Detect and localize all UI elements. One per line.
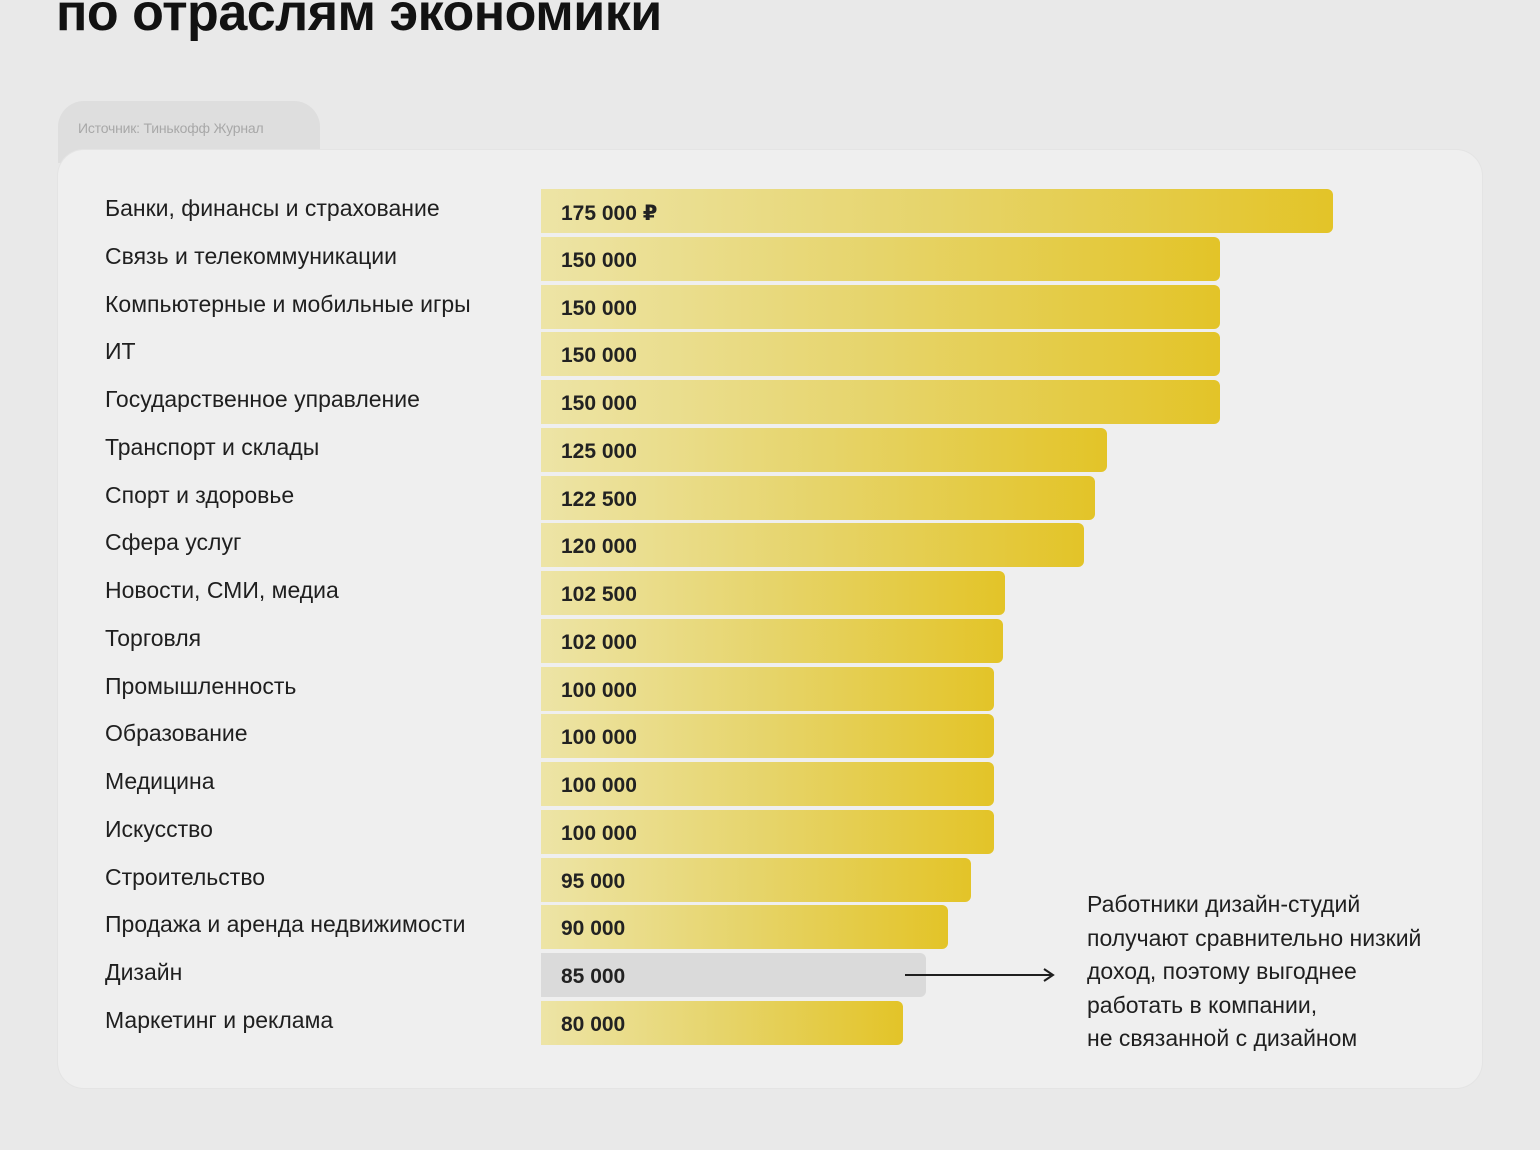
bar-value-label: 95 000 [561,869,626,893]
arrow-icon [905,968,1055,982]
bar-value-label: 175 000 ₽ [561,202,658,225]
category-label: Продажа и аренда недвижимости [105,911,466,938]
bar-row: Связь и телекоммуникации 150 000 [0,236,1540,283]
bar-row: Дизайн 85 000 [0,953,1540,999]
bar [541,332,1220,377]
bar [541,857,971,902]
bar [541,380,1220,424]
category-label: Связь и телекоммуникации [105,242,397,269]
bar-value-label: 150 000 [561,344,637,368]
bar-value-label: 102 500 [561,583,637,606]
bar [541,1000,903,1045]
category-label: ИТ [105,338,136,365]
category-label: Строительство [105,863,266,890]
category-label: Банки, финансы и страхование [105,195,440,221]
bar-value-label: 102 000 [561,630,637,654]
category-label: Новости, СМИ, медиа [105,577,339,603]
bar-value-label: 122 500 [561,487,637,511]
bar-value-label: 120 000 [561,535,637,559]
bar [541,905,948,950]
bar [541,475,1095,520]
bar-row: Торговля 102 000 [0,618,1540,665]
category-label: Транспорт и склады [105,433,320,460]
bar [541,762,994,806]
bar-value-label: 100 000 [561,774,637,797]
bar [541,236,1220,281]
bar-value-label: 125 000 [561,439,637,463]
bar [541,189,1333,233]
bar-row: Новости, СМИ, медиа 102 500 [0,571,1540,617]
bar-value-label: 150 000 [561,248,637,272]
category-label: Маркетинг и реклама [105,1006,334,1033]
category-label: Государственное управление [105,386,420,412]
bar [541,809,994,854]
bar [541,666,994,711]
bar [541,618,1003,663]
bar-row: Промышленность 100 000 [0,666,1540,713]
bar-value-label: 150 000 [561,392,637,415]
bar-row: Маркетинг и реклама 80 000 [0,1000,1540,1047]
category-label: Спорт и здоровье [105,481,295,508]
category-label: Медицина [105,768,215,794]
bar [541,714,994,759]
bar-value-label: 100 000 [561,821,637,845]
category-label: Сфера услуг [105,529,242,556]
category-label: Искусство [105,815,213,842]
bar-row: Образование 100 000 [0,714,1540,760]
bar-value-label: 100 000 [561,726,637,750]
bar-value-label: 80 000 [561,1012,626,1036]
bar-value-label: 100 000 [561,678,637,702]
bar-row: Продажа и аренда недвижимости 90 000 [0,905,1540,951]
bar [541,284,1220,329]
bar-row: Искусство 100 000 [0,809,1540,856]
bar-row: Спорт и здоровье 122 500 [0,475,1540,522]
bar-value-label: 150 000 [561,296,637,320]
design-annotation: Работники дизайн-студий получают сравнит… [1087,891,1422,1051]
category-label: Дизайн [105,959,183,985]
page-title: по отраслям экономики [56,0,662,42]
category-label: Торговля [105,624,202,651]
source-label: Источник: Тинькофф Журнал [78,120,264,136]
category-label: Образование [105,720,248,747]
category-label: Промышленность [105,672,297,699]
bar-row: Государственное управление 150 000 [0,380,1540,426]
bar-row: Банки, финансы и страхование 175 000 ₽ [0,189,1540,235]
bar-row: Медицина 100 000 [0,762,1540,808]
bar-row: Сфера услуг 120 000 [0,523,1540,569]
bar-value-label: 85 000 [561,965,626,988]
bar-row: Компьютерные и мобильные игры 150 000 [0,284,1540,331]
bar [541,523,1084,568]
bar-row: Транспорт и склады 125 000 [0,427,1540,474]
bar-value-label: 90 000 [561,917,626,941]
category-label: Компьютерные и мобильные игры [105,290,471,317]
bar [541,953,926,997]
bar [541,427,1107,472]
bar [541,571,1005,615]
bar-row: ИТ 150 000 [0,332,1540,378]
bar-row: Строительство 95 000 [0,857,1540,904]
